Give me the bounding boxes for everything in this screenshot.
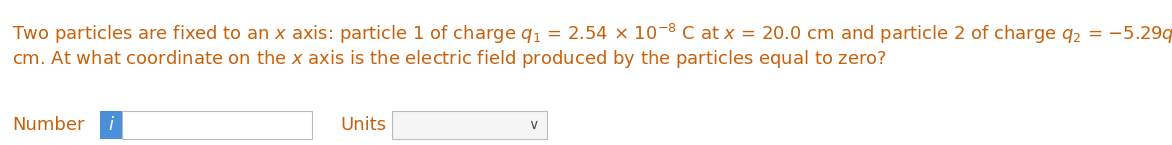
Text: cm. At what coordinate on the $x$ axis is the electric field produced by the par: cm. At what coordinate on the $x$ axis i… [12,48,887,70]
Text: Number: Number [12,116,84,134]
FancyBboxPatch shape [122,111,312,139]
Text: ∨: ∨ [527,118,538,132]
Text: Units: Units [340,116,386,134]
Text: i: i [109,116,114,134]
FancyBboxPatch shape [391,111,547,139]
FancyBboxPatch shape [100,111,122,139]
Text: Two particles are fixed to an $x$ axis: particle 1 of charge $q_1$ = 2.54 × 10$^: Two particles are fixed to an $x$ axis: … [12,22,1172,46]
